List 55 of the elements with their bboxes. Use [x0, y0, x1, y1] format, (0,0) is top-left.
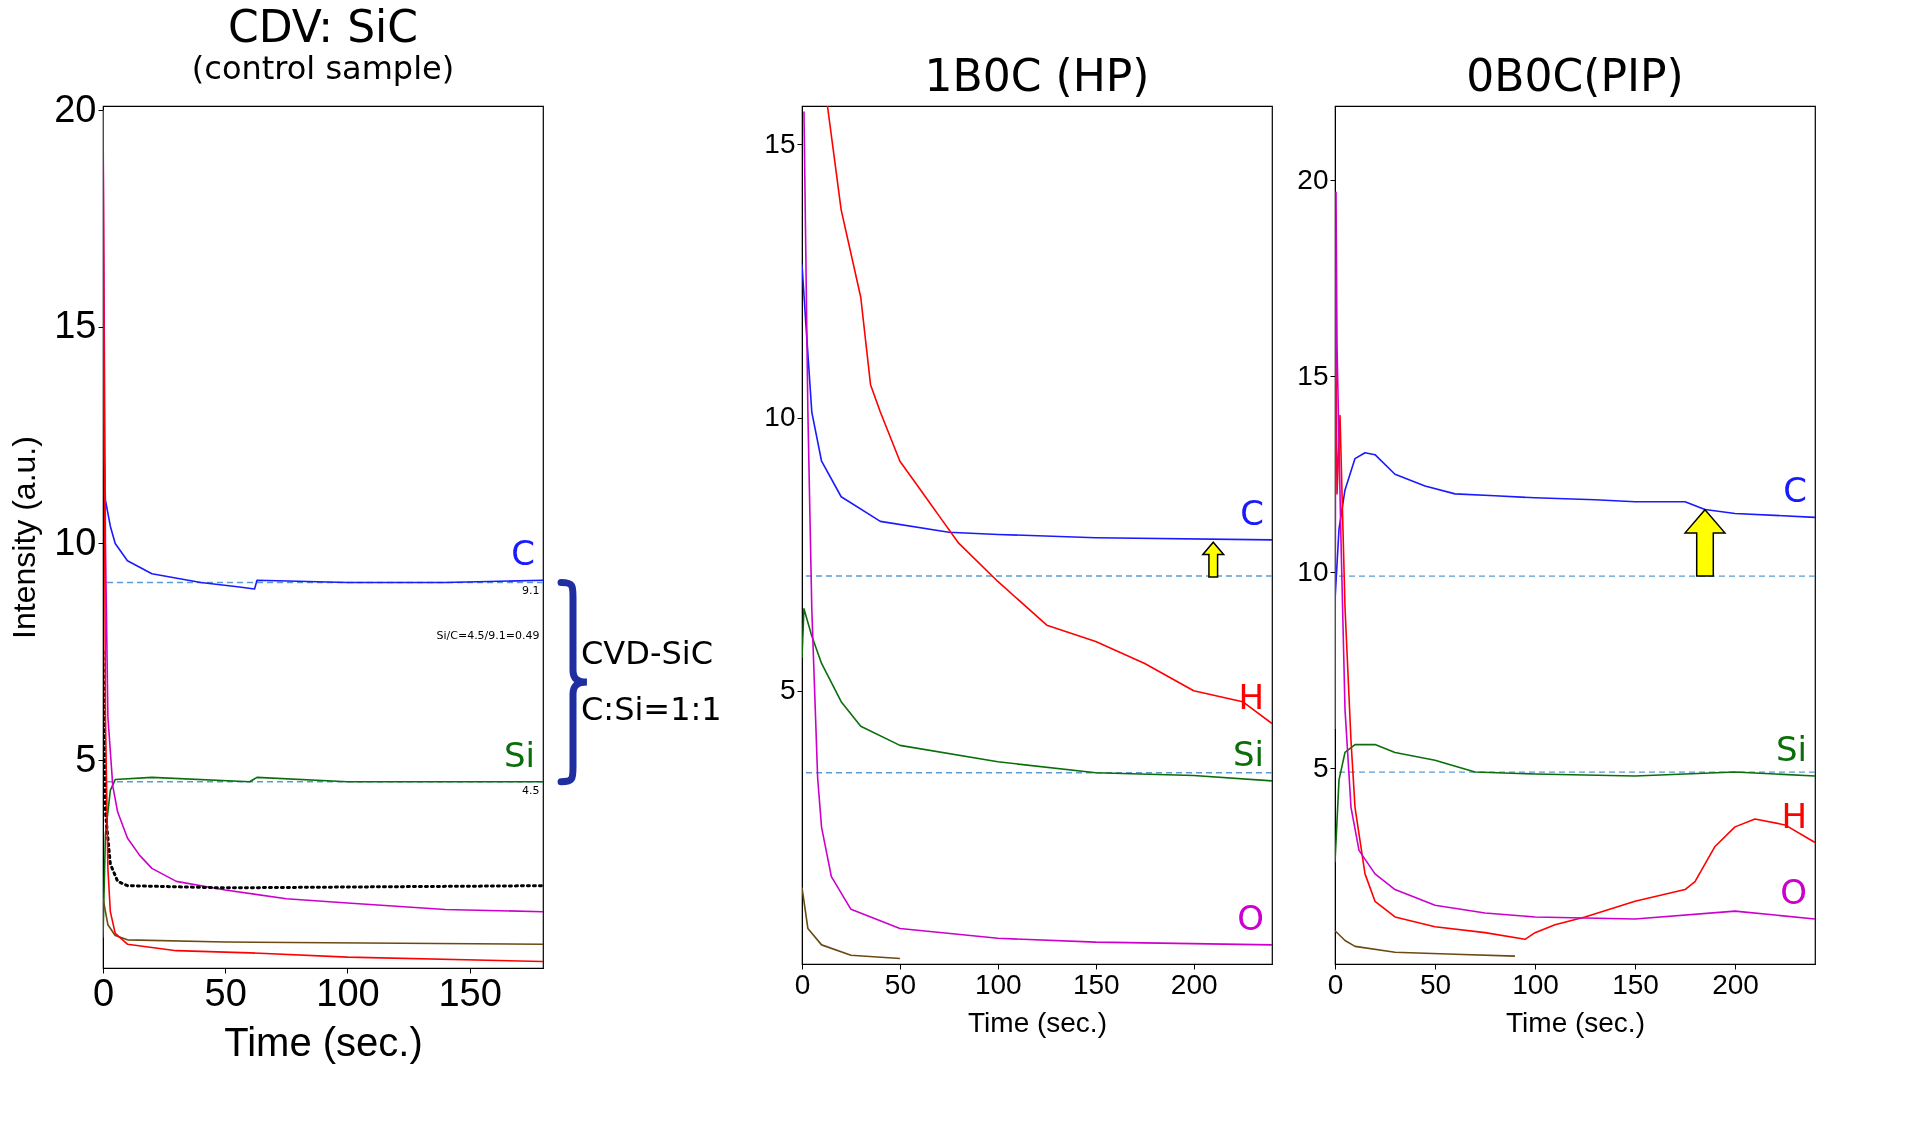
text: C:Si=1:1 [581, 690, 722, 728]
x-axis-title: Time (sec.) [968, 1006, 1107, 1038]
y-tick-label: 15 [764, 127, 796, 159]
y-tick-label: 15 [1297, 359, 1329, 391]
line-series [103, 776, 543, 939]
x-tick-label: 100 [316, 971, 380, 1014]
y-tick-label: 5 [779, 674, 796, 706]
series-label: O [1237, 897, 1264, 938]
x-axis-title: Time (sec.) [224, 1019, 423, 1064]
text: CVD-SiC [581, 634, 713, 672]
y-tick-label: 10 [764, 401, 796, 432]
x-axis-title: Time (sec.) [1506, 1006, 1645, 1038]
x-tick-label: 200 [1170, 968, 1218, 1000]
line-series [803, 110, 1272, 946]
y-tick-label: 10 [1297, 555, 1329, 587]
x-tick-label: 150 [1612, 968, 1659, 1000]
series-label: H [1781, 795, 1807, 836]
line-series [802, 263, 1272, 541]
x-tick-label: 50 [1419, 968, 1452, 1000]
y-tick-label: 15 [54, 304, 97, 347]
y-tick-label: 10 [54, 521, 97, 563]
x-tick-label: 100 [1512, 968, 1559, 1000]
x-tick-label: 150 [438, 971, 502, 1014]
x-tick-label: 150 [1072, 968, 1120, 1000]
y-axis-title: Intensity (a.u.) [6, 436, 43, 639]
series-label: H [1238, 676, 1264, 717]
chart-title: 0B0C(PIP) [1466, 50, 1684, 101]
x-tick-label: 200 [1712, 968, 1759, 1000]
x-tick-label: 50 [204, 971, 247, 1014]
series-label: Si [1775, 728, 1807, 769]
y-tick-label: 20 [1297, 163, 1329, 195]
x-tick-label: 0 [794, 968, 811, 1000]
line-series [802, 886, 901, 960]
series-label: O [1780, 871, 1807, 912]
series-label: C [1783, 470, 1807, 511]
series-label: C [511, 533, 535, 574]
y-tick-label: 20 [54, 87, 97, 130]
chart-title: 1B0C (HP) [924, 50, 1150, 101]
series-label: Si [1232, 733, 1264, 774]
annotation: 4.5 [522, 783, 540, 797]
line-series [1335, 929, 1516, 957]
annotation: Si/C=4.5/9.1=0.49 [436, 629, 540, 642]
y-tick-label: 5 [75, 737, 97, 780]
series-label: C [1240, 492, 1264, 533]
line-series [1335, 191, 1815, 920]
x-tick-label: 0 [1327, 968, 1344, 1000]
line-series [103, 897, 543, 945]
y-tick-label: 5 [1312, 751, 1329, 783]
x-tick-label: 50 [884, 968, 916, 1000]
line-series [802, 607, 1272, 782]
series-label: Si [503, 734, 535, 775]
line-series [826, 106, 1272, 725]
annotation: 9.1 [522, 584, 540, 598]
x-tick-label: 0 [92, 971, 115, 1014]
x-tick-label: 100 [974, 968, 1022, 1000]
